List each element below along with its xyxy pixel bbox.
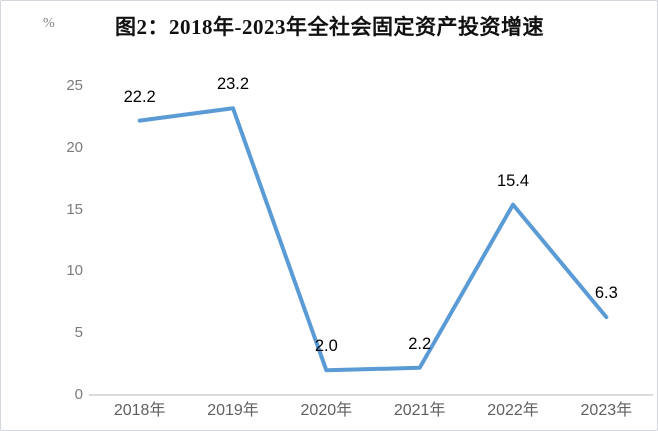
y-axis-unit-label: % [43, 16, 55, 31]
x-category-label: 2020年 [300, 402, 353, 419]
x-category-label: 2022年 [487, 402, 539, 419]
y-tick-label: 0 [74, 386, 83, 403]
data-value-label: 6.3 [594, 284, 618, 303]
data-value-label: 22.2 [123, 87, 156, 106]
data-value-label: 15.4 [496, 171, 530, 190]
y-tick-label: 10 [66, 262, 83, 280]
y-tick-label: 25 [66, 77, 83, 94]
data-value-label: 2.0 [314, 337, 338, 356]
x-category-label: 2019年 [207, 402, 259, 419]
y-tick-label: 5 [74, 324, 83, 342]
data-value-label: 23.2 [216, 75, 250, 94]
series-line [137, 106, 609, 373]
y-tick-label: 15 [66, 200, 83, 218]
y-tick-label: 20 [66, 138, 83, 156]
x-category-label: 2023年 [580, 402, 633, 419]
chart-title: 图2：2018年-2023年全社会固定资产投资增速 [115, 15, 544, 39]
x-category-label: 2021年 [393, 402, 446, 419]
x-category-label: 2018年 [113, 402, 166, 419]
data-value-label: 2.2 [408, 334, 432, 353]
